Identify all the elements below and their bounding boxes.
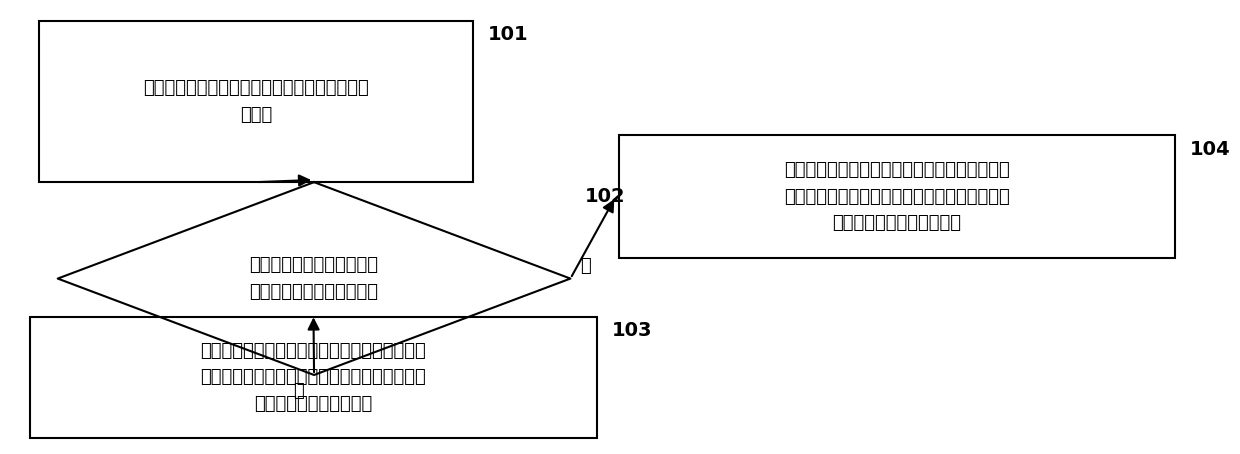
Text: 103: 103 xyxy=(611,321,652,340)
Text: 在确定汽车处于驻坡状态时，检测汽车的当前驻
坡模式: 在确定汽车处于驻坡状态时，检测汽车的当前驻 坡模式 xyxy=(143,79,370,123)
FancyBboxPatch shape xyxy=(30,317,598,438)
Text: 否: 否 xyxy=(294,382,304,400)
Text: 依据预先设定、驻坡中模式和驻坡过渡模式中属
于当前驻坡模式的一个模式对应的控制方式，对
电机的输出扭矩进行控制: 依据预先设定、驻坡中模式和驻坡过渡模式中属 于当前驻坡模式的一个模式对应的控制方… xyxy=(201,342,427,413)
Polygon shape xyxy=(58,182,570,375)
Text: 是: 是 xyxy=(580,257,591,275)
Text: 104: 104 xyxy=(1189,139,1230,158)
Text: 102: 102 xyxy=(585,187,626,206)
Text: 依据预先设定、驻坡中模式和驻坡过渡模式中属
于当前驻坡模式的另一个模式对应的控制方式，
对电机的输出扭矩进行控制: 依据预先设定、驻坡中模式和驻坡过渡模式中属 于当前驻坡模式的另一个模式对应的控制… xyxy=(784,161,1009,232)
Text: 101: 101 xyxy=(487,25,528,44)
Text: 检测汽车当前是否满足与当
前驻坡模式对应的切换条件: 检测汽车当前是否满足与当 前驻坡模式对应的切换条件 xyxy=(249,257,378,301)
FancyBboxPatch shape xyxy=(40,21,472,182)
FancyBboxPatch shape xyxy=(619,135,1174,258)
